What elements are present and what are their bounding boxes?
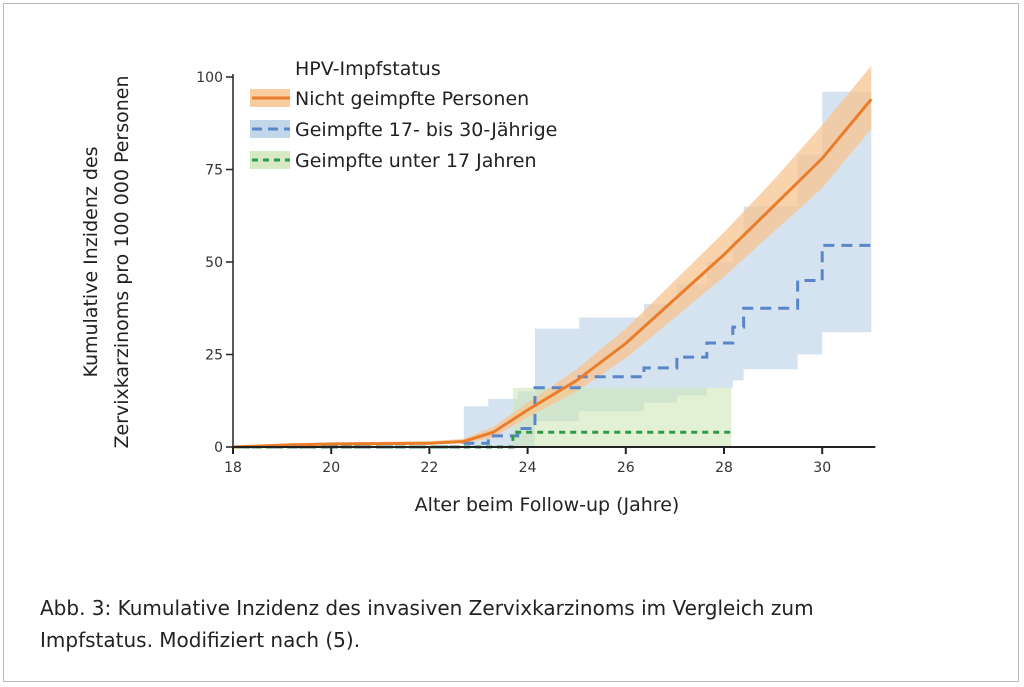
y-tick-label: 25 bbox=[205, 348, 223, 364]
y-tick-label: 100 bbox=[196, 70, 223, 86]
legend-label: Nicht geimpfte Personen bbox=[295, 88, 529, 110]
ci-band-0 bbox=[233, 65, 872, 448]
x-tick-label: 22 bbox=[420, 460, 438, 476]
x-tick-label: 24 bbox=[519, 460, 537, 476]
caption-line-2: Impfstatus. Modifiziert nach (5). bbox=[40, 628, 361, 652]
legend: HPV-Impfstatus Nicht geimpfte Personen Ge… bbox=[250, 58, 557, 172]
x-axis-label: Alter beim Follow-up (Jahre) bbox=[415, 494, 680, 516]
y-axis-label-line1: Kumulative Inzidenz des bbox=[80, 146, 102, 377]
y-tick-label: 0 bbox=[214, 440, 223, 456]
legend-label: Geimpfte unter 17 Jahren bbox=[295, 150, 537, 172]
ci-band-1 bbox=[233, 91, 872, 448]
figure-caption: Abb. 3: Kumulative Inzidenz des invasive… bbox=[40, 592, 980, 656]
figure-frame bbox=[3, 3, 1019, 682]
x-tick-label: 20 bbox=[322, 460, 340, 476]
series-line-2 bbox=[233, 430, 732, 449]
y-tick-label: 50 bbox=[205, 255, 223, 271]
legend-swatch-band bbox=[250, 151, 290, 169]
x-tick-label: 30 bbox=[813, 460, 831, 476]
series-line-1 bbox=[233, 243, 872, 449]
x-tick-label: 26 bbox=[617, 460, 635, 476]
series-line-0 bbox=[232, 98, 873, 449]
y-tick-label: 75 bbox=[205, 163, 223, 179]
x-tick-label: 28 bbox=[715, 460, 733, 476]
legend-title: HPV-Impfstatus bbox=[295, 58, 441, 80]
axes: 18 20 22 24 26 28 30 0 25 50 75 100 bbox=[196, 70, 876, 476]
x-tick-label: 18 bbox=[224, 460, 242, 476]
legend-label: Geimpfte 17- bis 30-Jährige bbox=[295, 119, 557, 141]
caption-line-1: Abb. 3: Kumulative Inzidenz des invasive… bbox=[40, 596, 814, 620]
y-axis-label-line2: Zervixkarzinoms pro 100 000 Personen bbox=[111, 75, 133, 448]
series-lines bbox=[232, 98, 873, 449]
